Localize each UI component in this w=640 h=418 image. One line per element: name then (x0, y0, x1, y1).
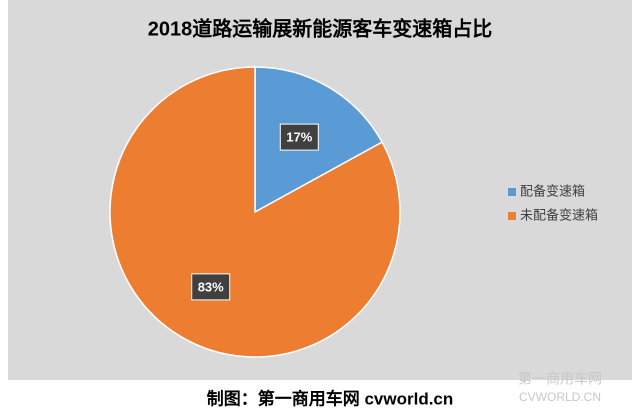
legend-label: 未配备变速箱 (520, 207, 598, 222)
label-box (279, 123, 319, 151)
legend-swatch (508, 212, 516, 220)
pie-slice (109, 66, 401, 358)
data-label: 17% (286, 130, 312, 145)
chart-title: 2018道路运输展新能源客车变速箱占比 (148, 16, 493, 40)
data-label: 83% (198, 279, 224, 294)
legend-swatch (508, 188, 516, 196)
watermark: CVWORLD.CN (519, 390, 601, 404)
legend-label: 配备变速箱 (520, 183, 585, 198)
caption: 制图：第一商用车网 cvworld.cn (207, 388, 454, 408)
label-box (191, 273, 231, 301)
watermark: 第一商用车网 (518, 371, 602, 387)
